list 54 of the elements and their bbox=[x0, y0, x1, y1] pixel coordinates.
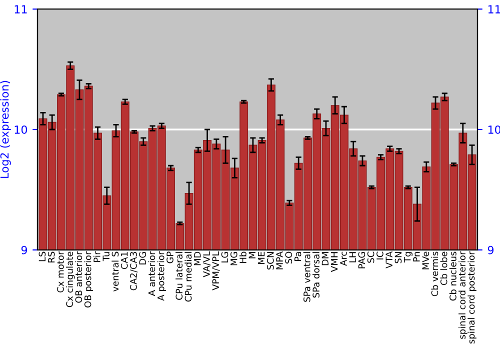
x-tick-label: spinal cord anterior bbox=[458, 251, 468, 339]
x-tick-label: MG bbox=[230, 252, 238, 266]
x-tick-label: M bbox=[248, 252, 256, 258]
x-tick-label: GP bbox=[166, 252, 174, 264]
x-tick-label: OB posterior bbox=[84, 251, 93, 308]
x-tick-label: PAG bbox=[358, 252, 366, 268]
x-tick-label: CA1 bbox=[120, 252, 128, 270]
x-tick-label: LS bbox=[38, 252, 46, 262]
x-tick-label: DG bbox=[139, 252, 146, 264]
x-tick-label: Cx cingulate bbox=[66, 252, 75, 308]
y2-tick-label: 9 bbox=[488, 246, 494, 254]
x-tick-label: Arc bbox=[340, 252, 347, 266]
x-tick-label: SN bbox=[394, 252, 402, 264]
x-tick-label: SC bbox=[367, 252, 374, 263]
x-tick-label: Cb vermis bbox=[431, 252, 438, 296]
y-tick-label: 11 bbox=[14, 5, 27, 14]
x-tick-label: CA2/CA3 bbox=[130, 252, 138, 290]
x-tick-label: Hb bbox=[239, 252, 246, 263]
x-tick-label: Cx motor bbox=[57, 251, 64, 292]
x-tick-label: A anterior bbox=[148, 251, 156, 296]
x-tick-label: ventral S bbox=[112, 252, 119, 292]
x-tick-label: Pn bbox=[413, 252, 420, 262]
x-tick-label: DM bbox=[322, 252, 328, 266]
x-tick-label: spinal cord posterior bbox=[468, 251, 476, 344]
x-tick-label: SPa dorsal bbox=[312, 252, 320, 298]
x-tick-label: Pa bbox=[294, 252, 302, 261]
x-tick-label: OB anterior bbox=[75, 251, 82, 303]
x-tick-label: MD bbox=[194, 252, 201, 266]
x-tick-label: MPA bbox=[276, 251, 283, 270]
y-tick-label: 9 bbox=[21, 246, 27, 254]
x-tick-label: SO bbox=[285, 252, 292, 264]
x-tick-label: Pir bbox=[93, 251, 100, 262]
x-tick-label: RS bbox=[48, 252, 55, 262]
y-axis-title: Log2 (expression) bbox=[0, 80, 11, 178]
x-tick-label: Tg bbox=[404, 252, 412, 263]
x-tick-label: SPa ventral bbox=[303, 252, 310, 302]
x-tick-label: Cb nucleus bbox=[449, 252, 456, 301]
x-tick-label: A posterior bbox=[157, 251, 166, 301]
x-tick-label: MVe bbox=[422, 252, 429, 270]
x-tick-label: VPM/VPL bbox=[212, 251, 220, 290]
x-tick-label: LG bbox=[221, 252, 228, 262]
x-tick-label: VMH bbox=[331, 252, 338, 272]
x-tick-label: VTA bbox=[386, 251, 392, 268]
x-tick-label: CPu lateral bbox=[176, 252, 183, 300]
x-tick-label: ME bbox=[258, 252, 265, 264]
y-tick-label: 10 bbox=[14, 125, 28, 134]
y2-tick-label: 11 bbox=[488, 5, 500, 14]
x-tick-label: VA/VL bbox=[203, 251, 211, 278]
x-tick-label: Tu bbox=[102, 252, 110, 262]
x-tick-label: CPu medial bbox=[184, 252, 192, 302]
x-tick-label: LH bbox=[349, 252, 356, 262]
x-tick-label: Cb lobe bbox=[440, 252, 448, 286]
x-tick-label: SCN bbox=[266, 252, 274, 270]
x-tick-label: IC bbox=[376, 252, 384, 260]
